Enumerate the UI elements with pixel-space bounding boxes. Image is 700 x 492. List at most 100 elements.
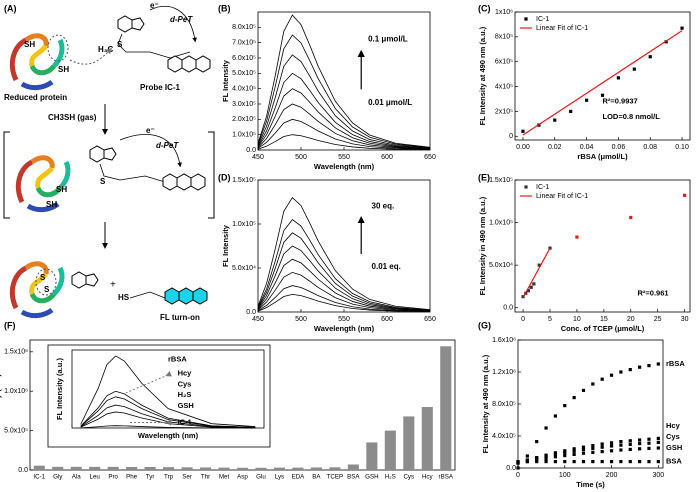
data-point (619, 460, 623, 464)
y-tick-label: 5.0x10⁵ (4, 427, 28, 434)
bar (144, 467, 156, 470)
y-tick-label: 8x10⁵ (495, 34, 513, 41)
series-line (80, 355, 256, 427)
y-tick-label: 0.0 (503, 305, 513, 312)
data-point (535, 460, 539, 464)
data-point (647, 446, 651, 450)
data-point (647, 460, 651, 464)
y-tick-label: 0.0 (246, 147, 256, 154)
bar (329, 467, 341, 470)
data-point (609, 460, 614, 464)
panel-label: (C) (478, 3, 491, 13)
data-point (638, 438, 642, 442)
y-tick-label: 1.6x10⁶ (492, 337, 516, 344)
y-tick-label: 0.0 (506, 465, 516, 472)
dpet-label: d-PeT (170, 15, 193, 24)
y-axis-label: FL Intensity at 490 nm (a.u.) (478, 26, 487, 125)
data-point (563, 404, 567, 408)
annotation: 0.01 μmol/L (368, 98, 412, 107)
bar (126, 467, 138, 470)
data-point (537, 263, 541, 267)
x-tick-label: H₂S (385, 474, 396, 481)
legend-label: IC-1 (536, 184, 549, 191)
x-tick-label: 550 (338, 316, 350, 323)
x-axis-label: Wavelength (nm) (138, 431, 199, 440)
annotation: R²=0.9937 (603, 97, 638, 106)
series-line (80, 396, 256, 428)
series-line (257, 103, 431, 150)
panel-label: (B) (218, 3, 231, 13)
plot-frame (71, 349, 265, 429)
plot-frame (257, 11, 431, 151)
x-tick-label: Leu (90, 474, 101, 481)
bar (181, 467, 193, 470)
data-point (591, 382, 595, 386)
data-point (525, 454, 529, 458)
y-tick-label: 5.0x10⁵ (232, 70, 256, 77)
bar (163, 467, 175, 470)
bar (440, 346, 452, 470)
data-point (544, 456, 548, 460)
y-tick-label: 1.2x10⁶ (492, 369, 516, 376)
series-line (257, 245, 431, 312)
y-tick-label: 5.0x10⁴ (232, 265, 256, 272)
series-label: GSH (666, 443, 682, 452)
x-tick-label: 15 (600, 316, 608, 323)
x-tick-label: Cys (403, 474, 414, 481)
data-point (600, 445, 604, 449)
data-point (647, 441, 651, 445)
data-point (553, 414, 558, 418)
bar (403, 416, 415, 470)
series-label: Hcy (666, 421, 681, 430)
series-line (257, 232, 431, 311)
data-point (516, 466, 520, 470)
y-tick-label: 3.0x10⁵ (232, 101, 256, 108)
data-point (680, 26, 684, 30)
y-tick-label: 1.5x10⁵ (489, 177, 513, 184)
series-label: Hcy (178, 368, 193, 377)
data-point (619, 440, 623, 444)
x-tick-label: 25 (654, 316, 662, 323)
x-axis-label: Conc. of TCEP (μmol/L) (561, 324, 645, 333)
y-tick-label: 5.0x10⁴ (489, 262, 513, 269)
methyl-label: H₃C (98, 45, 113, 54)
series-line (257, 88, 431, 150)
data-point (628, 447, 632, 452)
data-point (553, 455, 558, 459)
y-tick-label: 1.0x10⁶ (4, 388, 28, 395)
data-point (609, 449, 614, 453)
legend-label: Linear Fit of IC-1 (536, 193, 588, 200)
data-point (600, 377, 604, 381)
series-line (257, 293, 431, 313)
annotation: R²=0.961 (638, 289, 669, 298)
data-point (529, 285, 533, 289)
data-point (619, 370, 623, 374)
data-point (600, 450, 604, 454)
data-point (632, 67, 636, 71)
x-tick-label: Tyr (146, 474, 155, 481)
data-point (609, 444, 614, 448)
plus: + (110, 280, 116, 291)
data-point (648, 55, 652, 59)
x-tick-label: Trp (164, 474, 174, 481)
bar (366, 442, 378, 470)
annotation: 30 eq. (372, 202, 395, 211)
series-label: rBSA (168, 354, 187, 363)
electron-label: e⁻ (146, 126, 155, 135)
x-axis-label: Wavelength (nm) (314, 324, 375, 333)
data-point (526, 289, 531, 293)
bar (218, 467, 230, 470)
data-point (572, 447, 576, 451)
panel-label: (A) (4, 3, 17, 13)
y-tick-label: 0.0 (246, 309, 256, 316)
x-tick-label: 550 (338, 154, 350, 161)
series-line (257, 196, 431, 311)
series-line (257, 14, 431, 148)
data-point (647, 437, 651, 441)
x-tick-label: 20 (627, 316, 635, 323)
x-tick-label: EDA (292, 474, 306, 481)
gas-label: CH3SH (gas) (48, 113, 97, 122)
data-point (584, 98, 589, 102)
data-point (553, 460, 558, 464)
